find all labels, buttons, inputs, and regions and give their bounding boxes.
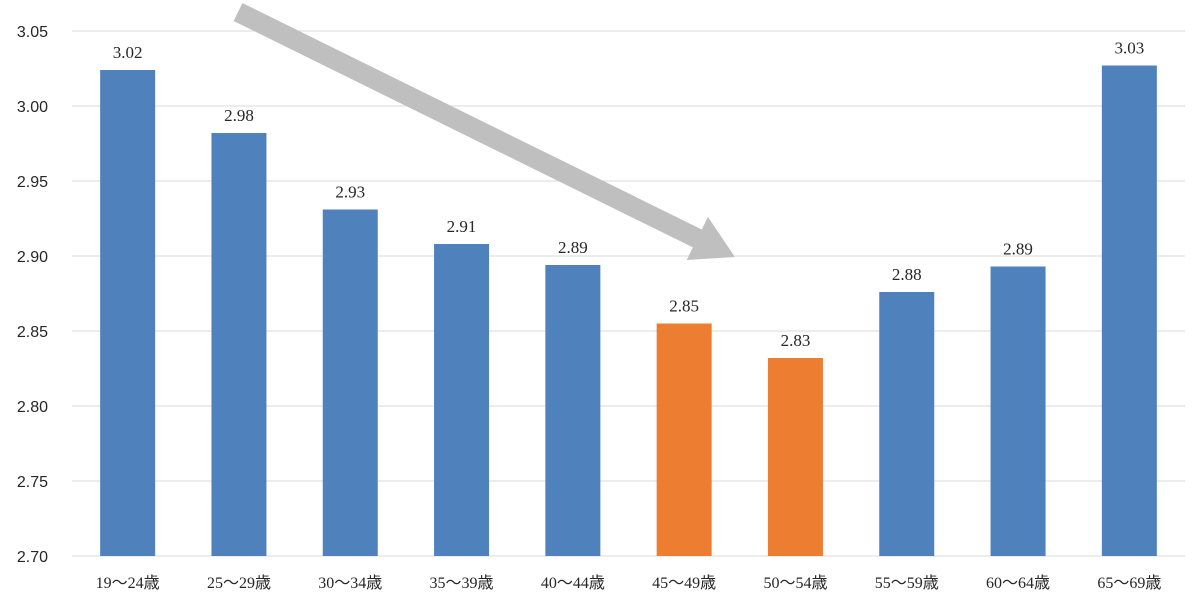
y-tick-label: 2.90 [17,249,48,266]
x-tick-label: 30～34歳 [318,574,382,592]
bar-3 [322,209,378,556]
bar-4 [434,244,490,556]
bar-8 [879,292,935,556]
x-tick-label: 65～69歳 [1097,574,1161,592]
bar-6 [656,323,712,556]
x-tick-label: 25～29歳 [207,574,271,592]
x-tick-label: 45～49歳 [652,574,716,592]
y-tick-label: 2.75 [17,474,48,491]
bar-5 [545,265,601,556]
bars [100,65,1157,556]
data-label: 2.98 [224,106,254,125]
y-tick-label: 3.05 [17,24,48,41]
y-axis-ticks: 2.70 2.75 2.80 2.85 2.90 2.95 3.00 3.05 [17,24,48,566]
y-tick-label: 2.85 [17,324,48,341]
bar-1 [100,70,156,556]
x-tick-label: 60～64歳 [986,574,1050,592]
x-tick-label: 19～24歳 [96,574,160,592]
data-label: 2.83 [781,331,811,350]
data-label: 3.03 [1114,39,1144,58]
bar-10 [1101,65,1157,556]
y-tick-label: 2.95 [17,174,48,191]
x-tick-label: 55～59歳 [875,574,939,592]
x-axis-labels: 19～24歳 25～29歳 30～34歳 35～39歳 40～44歳 45～49歳 50～5… [96,574,1162,592]
y-tick-label: 2.80 [17,399,48,416]
bar-2 [211,133,267,556]
x-tick-label: 35～39歳 [430,574,494,592]
x-tick-label: 40～44歳 [541,574,605,592]
bar-7 [767,358,823,556]
bar-9 [990,266,1046,556]
data-label: 2.89 [1003,240,1033,259]
data-label: 2.85 [669,297,699,316]
data-label: 2.88 [892,265,922,284]
y-tick-label: 3.00 [17,99,48,116]
data-labels: 3.02 2.98 2.93 2.91 2.89 2.85 2.83 2.88 2.89 3.03 [113,39,1144,351]
y-tick-label: 2.70 [17,549,48,566]
trend-arrow-annotation [233,3,735,260]
data-label: 2.93 [335,183,365,202]
x-tick-label: 50～54歳 [763,574,827,592]
data-label: 2.89 [558,238,588,257]
data-label: 2.91 [447,217,477,236]
data-label: 3.02 [113,43,143,62]
